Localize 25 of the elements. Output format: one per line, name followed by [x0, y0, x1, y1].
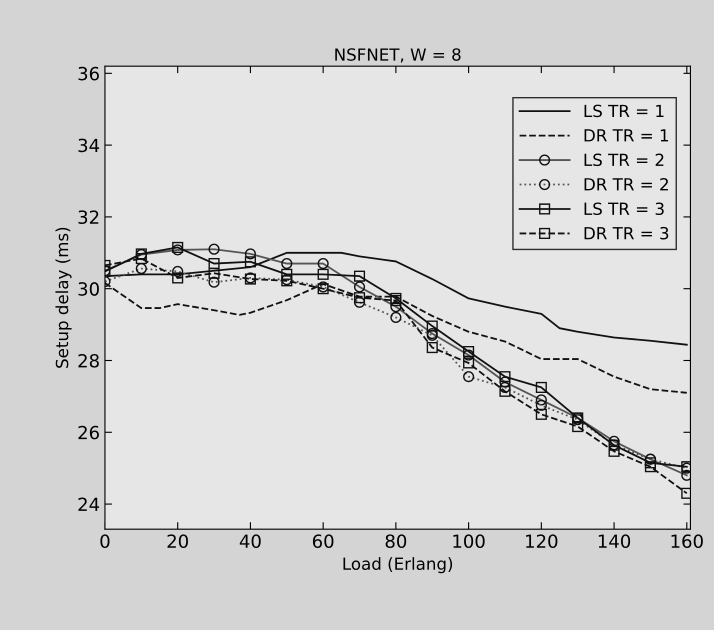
- x-tick-label: 0: [100, 534, 110, 548]
- x-tick-label: 140: [598, 534, 630, 548]
- x-tick-label: 60: [312, 534, 334, 548]
- legend-label: DR TR = 1: [584, 129, 668, 142]
- y-tick-label: 32: [78, 210, 98, 224]
- chart-title: NSFNET, W = 8: [335, 48, 461, 63]
- y-tick-label: 34: [78, 138, 100, 152]
- x-tick-label: 20: [168, 534, 188, 548]
- legend-label: DR TR = 3: [584, 226, 668, 240]
- legend-label: LS TR = 2: [584, 154, 664, 166]
- legend-label: DR TR = 2: [584, 178, 668, 190]
- x-tick-label: 160: [672, 534, 703, 548]
- legend-label: LS TR = 3: [584, 202, 664, 216]
- y-tick-label: 26: [78, 426, 99, 440]
- x-tick-label: 40: [240, 534, 261, 548]
- x-tick-label: 120: [526, 534, 558, 548]
- y-tick-label: 24: [78, 498, 100, 511]
- y-tick-label: 28: [78, 354, 99, 368]
- legend-label: LS TR = 1: [584, 104, 664, 118]
- y-tick-label: 30: [78, 282, 99, 296]
- y-tick-label: 36: [78, 66, 99, 80]
- y-axis-title: Setup delay (ms): [55, 228, 72, 368]
- x-tick-label: 80: [386, 534, 406, 548]
- x-axis-title: Load (Erlang): [344, 557, 452, 574]
- x-tick-label: 100: [453, 534, 485, 548]
